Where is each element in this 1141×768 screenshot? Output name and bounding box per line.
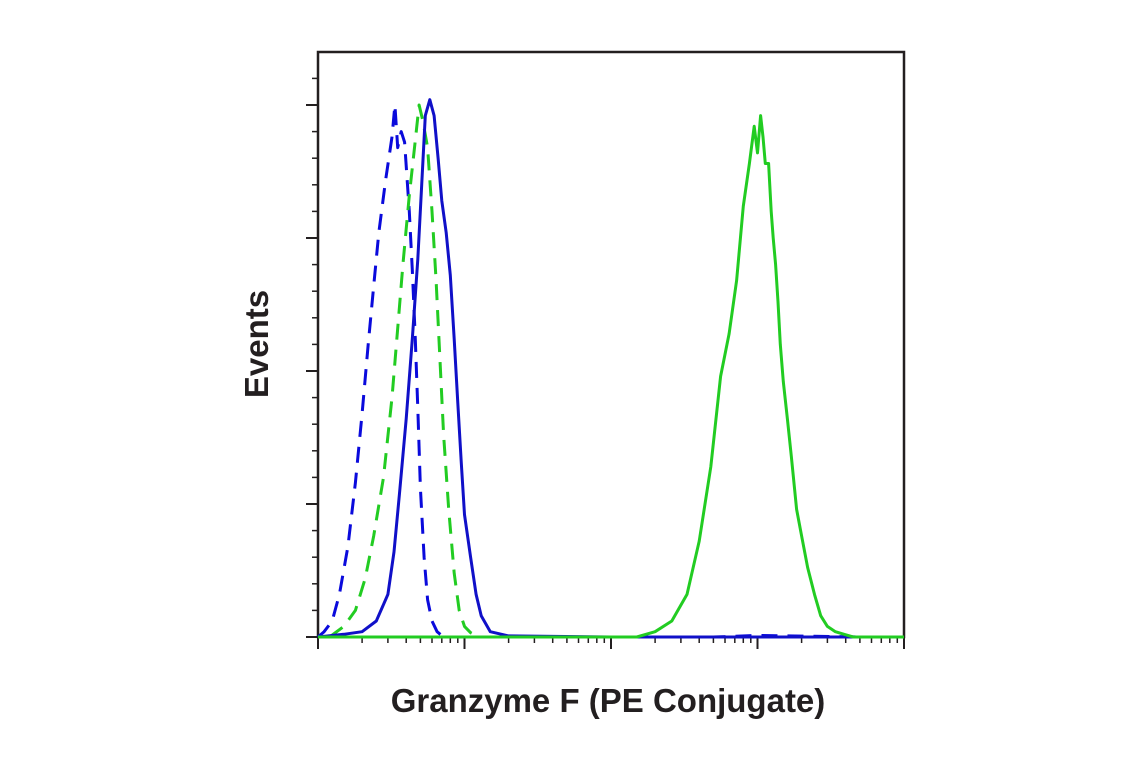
series-line-3 — [317, 98, 904, 639]
series-line-2 — [328, 103, 904, 639]
series-line-4 — [318, 114, 904, 639]
plot-frame — [316, 50, 906, 639]
series-group — [317, 98, 904, 639]
y-axis-title: Events — [238, 290, 275, 398]
x-axis-title: Granzyme F (PE Conjugate) — [391, 682, 826, 719]
series-line-1 — [317, 103, 904, 639]
